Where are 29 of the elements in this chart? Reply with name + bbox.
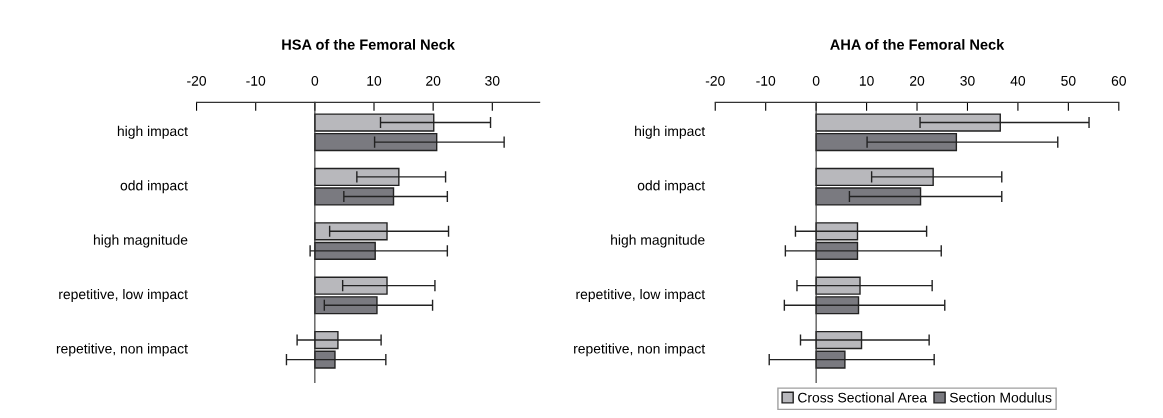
x-tick-label: -20 [705,75,725,86]
x-tick-label: -20 [187,75,207,86]
x-tick-label: 40 [1010,75,1026,86]
x-tick-label: 30 [960,75,975,86]
x-tick-label: 50 [1061,75,1076,86]
y-tick-label: high impact [635,125,706,139]
x-tick-label: 10 [859,75,874,86]
x-tick-label: 0 [812,75,820,86]
x-tick-label: 10 [367,75,382,86]
x-tick-label: 20 [426,75,441,86]
x-tick-label: -10 [756,75,776,86]
legend-label: Cross Sectional Area [798,392,928,403]
chart-title: HSA of the Femoral Neck [282,39,455,50]
x-tick-label: 30 [485,75,500,86]
x-tick-label: 0 [311,75,319,86]
x-tick-label: 20 [910,75,925,86]
y-tick-label: repetitive, non impact [574,343,706,357]
y-tick-label: repetitive, non impact [56,343,188,357]
y-tick-label: high impact [117,125,188,139]
chart-title: AHA of the Femoral Neck [830,39,1005,50]
y-tick-label: odd impact [120,180,188,194]
y-tick-label: odd impact [637,180,706,194]
legend-label: Section Modulus [949,392,1052,403]
y-tick-label: repetitive, low impact [59,288,188,302]
y-tick-label: high magnitude [611,234,705,248]
y-tick-label: high magnitude [93,234,188,248]
x-tick-label: 60 [1111,75,1126,86]
x-tick-label: -10 [246,75,266,86]
y-tick-label: repetitive, low impact [576,288,706,302]
